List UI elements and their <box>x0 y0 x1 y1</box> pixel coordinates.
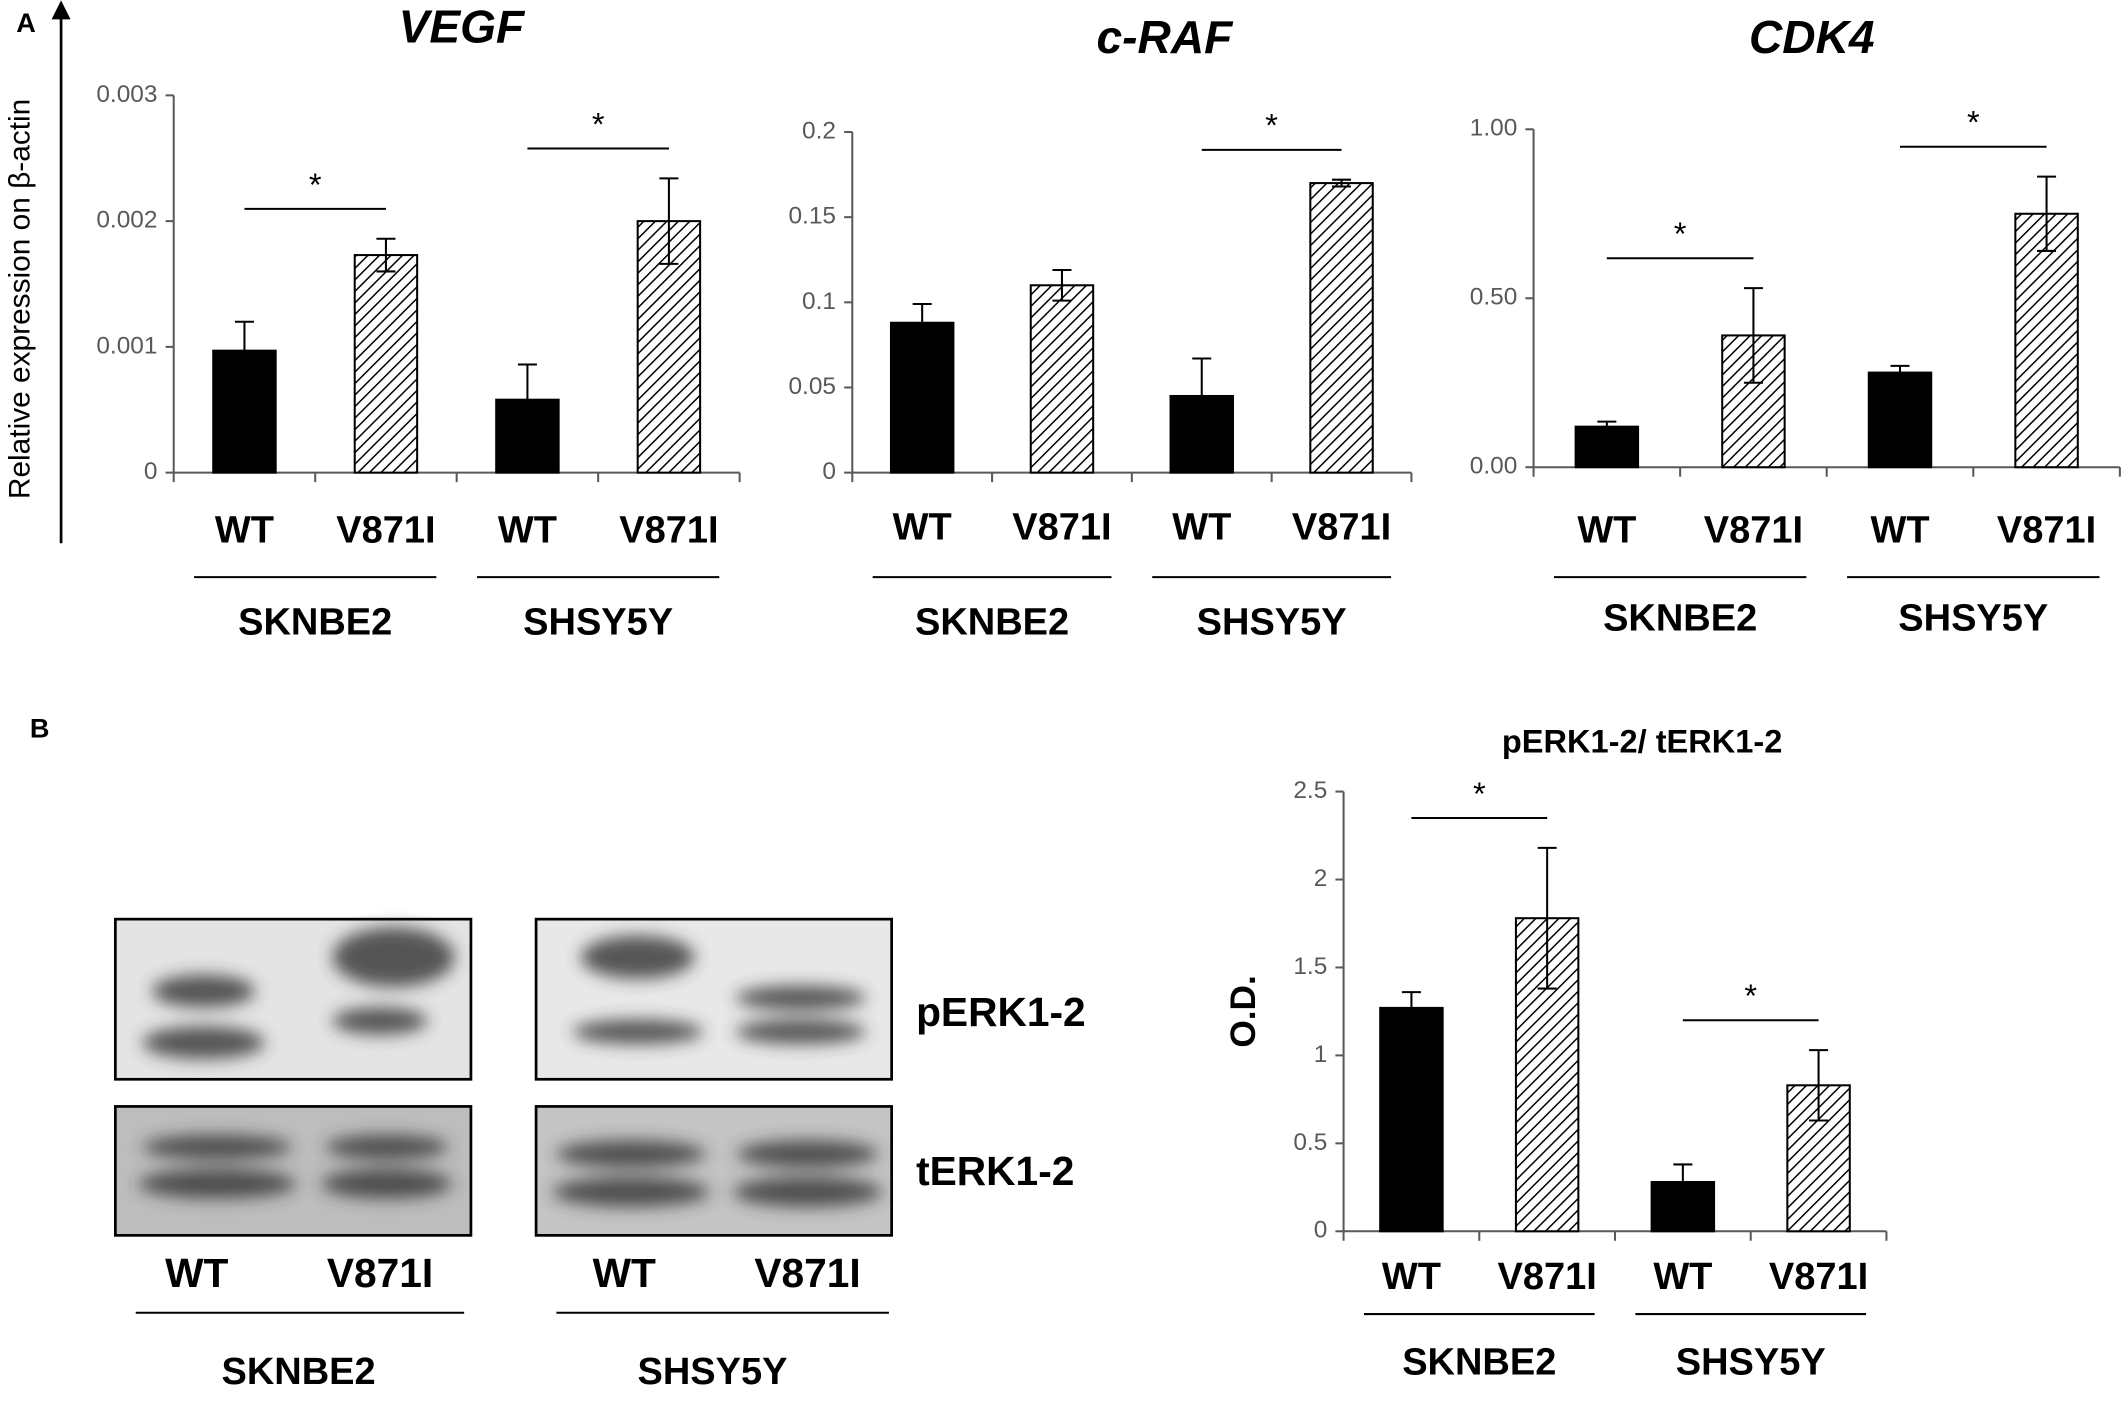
blot-box <box>534 1105 893 1237</box>
significance-star: * <box>309 167 322 203</box>
band-label: tERK1-2 <box>916 1148 1074 1194</box>
lane-label: V871I <box>327 1250 433 1296</box>
x-tick-label: WT <box>1172 507 1231 549</box>
x-tick-label: V871I <box>1497 1256 1596 1298</box>
chart-title: CDK4 <box>1749 11 1875 63</box>
x-tick-label: WT <box>1870 509 1929 551</box>
group-label: SHSY5Y <box>638 1351 788 1393</box>
group-label: SKNBE2 <box>238 602 392 644</box>
x-tick-label: WT <box>893 507 952 549</box>
error-bar <box>1192 357 1212 435</box>
error-bar <box>2037 175 2057 252</box>
x-tick-label: WT <box>1653 1256 1712 1298</box>
x-tick-label: V871I <box>1704 509 1803 551</box>
y-tick-label: 0 <box>1314 1217 1328 1244</box>
y-tick-label: 0.1 <box>802 288 836 315</box>
error-bar <box>912 303 932 343</box>
y-axis-label: O.D. <box>1224 975 1263 1048</box>
significance-star: * <box>1265 108 1278 144</box>
bar <box>1574 425 1640 469</box>
x-tick-label: WT <box>1382 1256 1441 1298</box>
shared-y-label: Relative expression on β-actin <box>4 99 37 499</box>
error-bar <box>1743 287 1763 384</box>
y-tick-label: 0.5 <box>1293 1129 1327 1156</box>
error-bar <box>1597 420 1617 433</box>
error-bar <box>1890 364 1910 381</box>
x-tick-label: V871I <box>1292 507 1391 549</box>
y-tick-label: 2 <box>1314 865 1328 892</box>
bar <box>889 321 955 474</box>
error-bar <box>517 363 537 436</box>
significance-star: * <box>1674 216 1687 252</box>
error-bar <box>1052 268 1072 302</box>
y-tick-label: 0 <box>822 458 836 485</box>
group-label: SKNBE2 <box>1402 1341 1556 1383</box>
group-label: SHSY5Y <box>523 602 673 644</box>
error-bar <box>1537 846 1557 990</box>
band-label: pERK1-2 <box>916 989 1086 1035</box>
y-tick-label: 1.00 <box>1470 115 1518 142</box>
group-label: SKNBE2 <box>221 1351 375 1393</box>
error-bar <box>1809 1049 1829 1122</box>
x-tick-label: WT <box>498 509 557 551</box>
chart-title: pERK1-2/ tERK1-2 <box>1502 724 1782 760</box>
significance-star: * <box>1967 105 1980 141</box>
error-bar <box>659 177 679 265</box>
arrow-head <box>51 0 71 20</box>
y-tick-label: 0.15 <box>788 203 836 230</box>
significance-star: * <box>592 106 605 142</box>
y-tick-label: 0.002 <box>96 207 157 234</box>
y-tick-label: 0.003 <box>96 81 157 108</box>
x-tick-label: WT <box>215 509 274 551</box>
bar <box>2014 212 2079 469</box>
error-bar <box>234 320 254 381</box>
y-tick-label: 0.05 <box>788 373 836 400</box>
bar <box>1029 284 1095 474</box>
bar <box>1379 1006 1444 1233</box>
lane-label: WT <box>593 1250 656 1296</box>
y-tick-label: 0.2 <box>802 117 836 144</box>
chart-title: VEGF <box>399 0 526 52</box>
group-label: SHSY5Y <box>1676 1341 1826 1383</box>
bar <box>1309 182 1374 474</box>
y-tick-label: 0.00 <box>1470 453 1518 480</box>
y-tick-label: 0.001 <box>96 332 157 359</box>
blot: pERK1-2 tERK1-2 WT V871I WT V871I SKNBE2… <box>114 917 1086 1393</box>
group-label: SHSY5Y <box>1898 598 2048 640</box>
chart-title: c-RAF <box>1097 11 1235 63</box>
group-label: SHSY5Y <box>1197 602 1347 644</box>
bar <box>1867 371 1933 469</box>
error-bar <box>1332 178 1352 188</box>
error-bar <box>376 237 396 273</box>
error-bar <box>1673 1163 1693 1201</box>
x-tick-label: V871I <box>1769 1256 1868 1298</box>
x-tick-label: V871I <box>1012 507 1111 549</box>
y-tick-label: 1.5 <box>1293 953 1327 980</box>
lane-label: WT <box>165 1250 228 1296</box>
y-tick-label: 0.50 <box>1470 284 1518 311</box>
x-tick-label: V871I <box>1997 509 2096 551</box>
significance-star: * <box>1744 978 1757 1014</box>
bar <box>353 254 419 474</box>
panel-label: A <box>16 7 36 38</box>
bar <box>495 398 560 474</box>
group-label: SKNBE2 <box>1603 598 1757 640</box>
panel-label: B <box>30 713 50 744</box>
y-tick-label: 2.5 <box>1293 777 1327 804</box>
x-tick-label: WT <box>1577 509 1636 551</box>
y-tick-label: 1 <box>1314 1041 1328 1068</box>
group-label: SKNBE2 <box>915 602 1069 644</box>
error-bar <box>1401 991 1421 1025</box>
significance-star: * <box>1473 776 1486 812</box>
lane-label: V871I <box>754 1250 860 1296</box>
y-tick-label: 0 <box>144 458 158 485</box>
x-tick-label: V871I <box>336 509 435 551</box>
x-tick-label: V871I <box>619 509 718 551</box>
